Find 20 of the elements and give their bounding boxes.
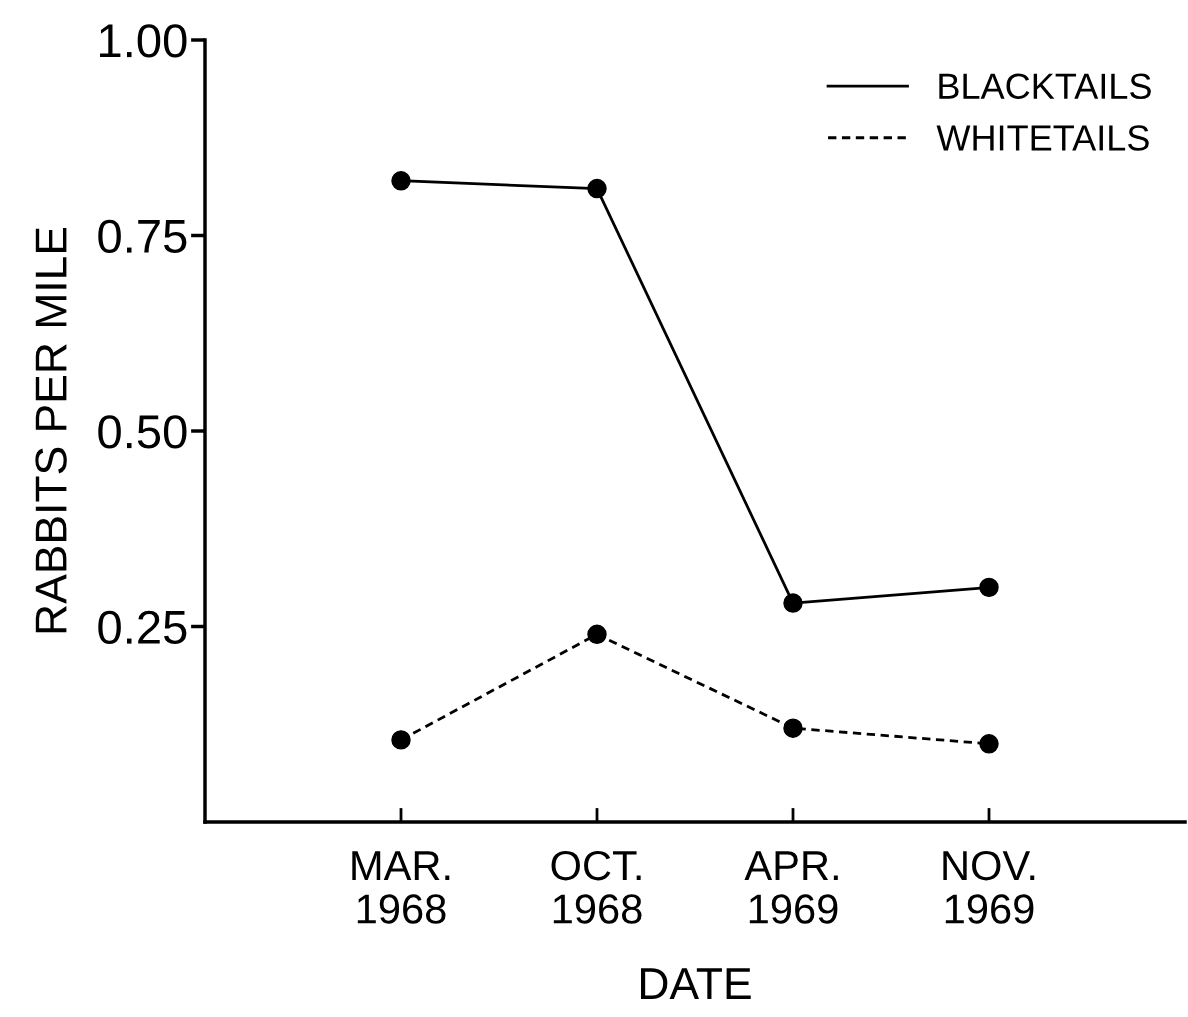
x-tick-label: MAR. 1968: [352, 851, 450, 924]
y-tick-label: 0.25: [98, 610, 187, 645]
point: [587, 624, 607, 645]
point: [979, 577, 999, 598]
y-tick-label: 0.50: [98, 415, 187, 449]
point: [783, 718, 803, 738]
point: [391, 730, 411, 750]
point: [979, 734, 999, 754]
y-tick-label: 1.00: [100, 24, 187, 58]
y-tick-label: 0.75: [98, 219, 187, 254]
legend-label: BLACKTAILS: [939, 73, 1151, 100]
x-tick-label: NOV. 1969: [943, 850, 1035, 924]
legend-label: WHITETAILS: [936, 125, 1149, 151]
x-tick-label: OCT. 1968: [551, 850, 642, 924]
x-axis-title: DATE: [641, 968, 751, 999]
y-axis-title: RABBITS PER MILE: [35, 227, 67, 633]
x-tick-label: APR. 1969: [744, 851, 838, 924]
point: [587, 178, 607, 199]
point: [783, 593, 803, 613]
point: [391, 171, 411, 191]
